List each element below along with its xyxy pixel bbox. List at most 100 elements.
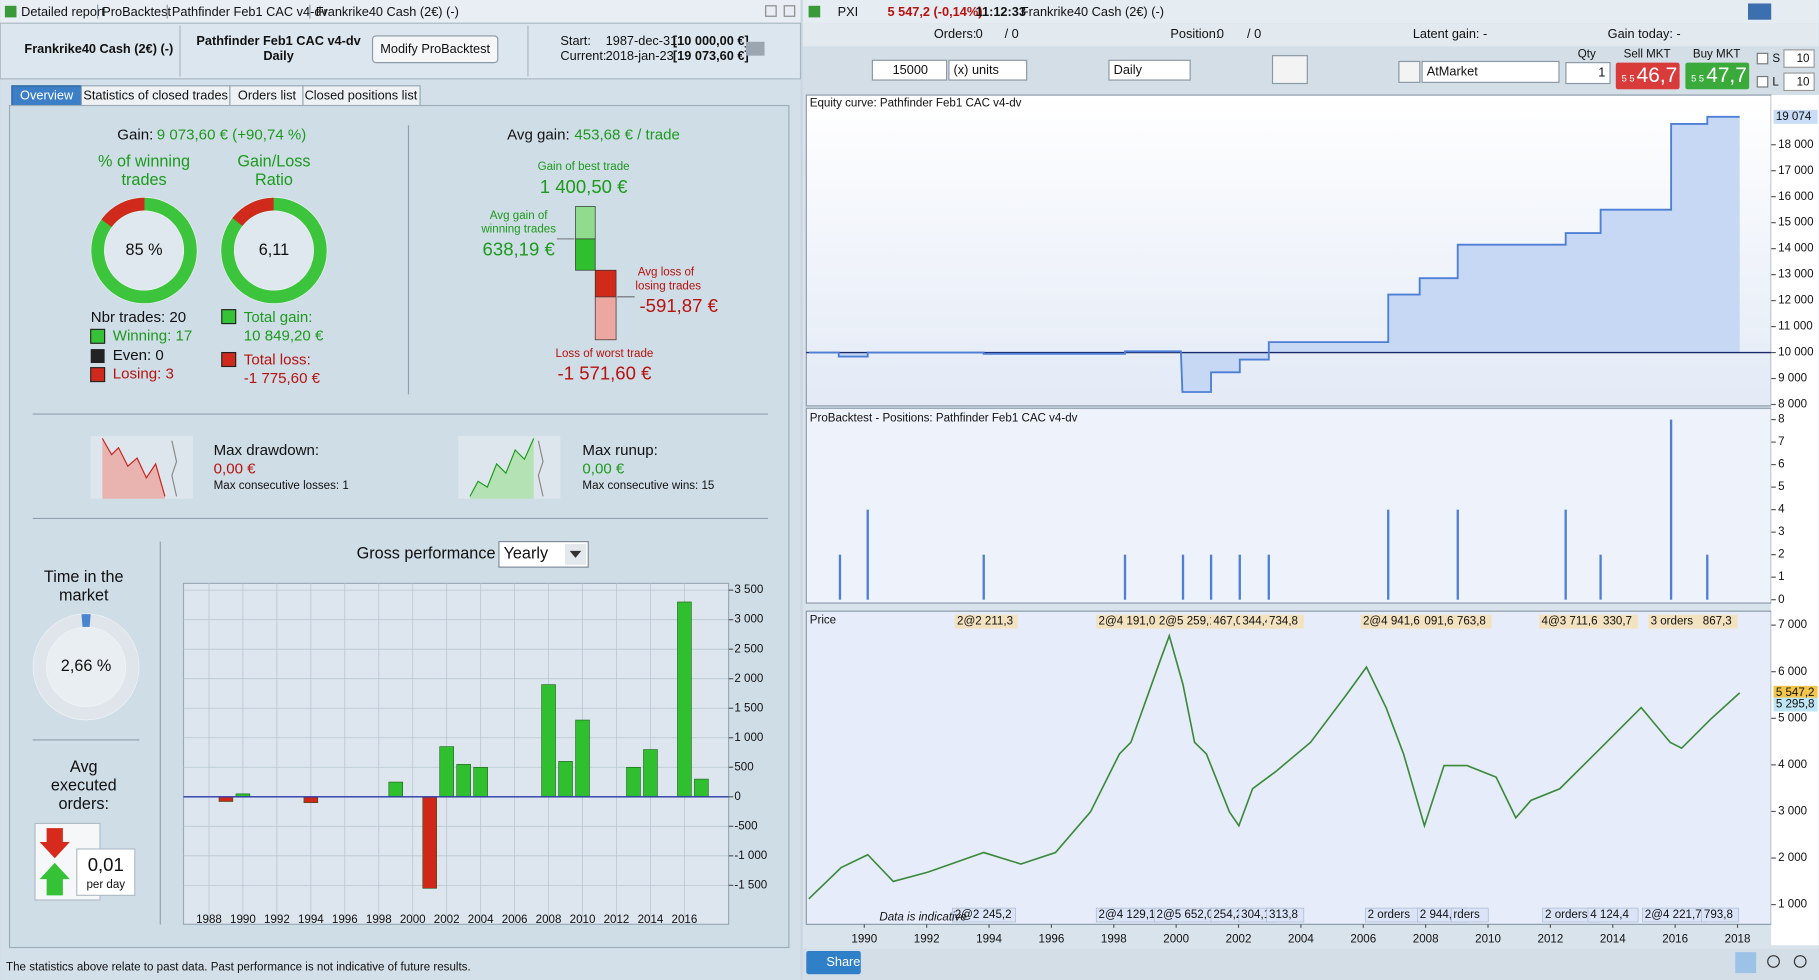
chart-icon <box>808 5 821 18</box>
annotation: 2@2 211,3 <box>957 616 1013 628</box>
bar <box>473 766 488 798</box>
zoom-in[interactable] <box>1793 955 1807 968</box>
title-item: ProBacktest <box>102 4 171 19</box>
checkbox[interactable] <box>1756 75 1769 88</box>
annotation-bg <box>1211 614 1249 629</box>
amount-input[interactable] <box>871 59 948 81</box>
units-dropdown[interactable] <box>948 59 1028 81</box>
y-tick-label: 3 <box>1778 526 1784 538</box>
y-tick-label: 13 000 <box>1778 269 1813 281</box>
qty-input[interactable] <box>1565 62 1611 85</box>
tab: Overview <box>20 88 74 103</box>
separators <box>97 4 311 19</box>
y-tick-label: 6 <box>1778 459 1784 471</box>
window-button[interactable] <box>765 5 777 17</box>
total-loss-label: Total loss: <box>244 352 311 369</box>
annotation-bg <box>1700 614 1738 629</box>
runup-icon <box>458 436 561 499</box>
dropdown-arrow-icon <box>569 550 582 558</box>
positions-panel <box>805 407 1772 604</box>
current-label: Current: <box>560 48 606 63</box>
bar <box>982 554 985 600</box>
bar <box>388 781 403 798</box>
annotation-bg <box>1701 907 1740 923</box>
y-tick-label: 6 000 <box>1778 666 1807 678</box>
annotation: 2@4 221,7 <box>1645 909 1702 921</box>
y-tick-label: 14 000 <box>1778 243 1813 255</box>
latent-gain: Latent gain: - <box>1413 26 1487 41</box>
annotation: 2@4 191,0 <box>1099 616 1156 628</box>
ratio-donut <box>220 197 328 304</box>
time-label: Time in the <box>44 568 124 586</box>
s-input[interactable] <box>1783 49 1815 68</box>
x-tick-label: 2004 <box>1288 933 1314 945</box>
even: Even: 0 <box>113 347 164 364</box>
print-icon[interactable] <box>745 41 765 56</box>
annotation: 2@4 941,6 <box>1363 616 1420 628</box>
zoom-button[interactable] <box>1735 952 1757 974</box>
avg-win: 638,19 € <box>483 238 556 259</box>
sell-button[interactable] <box>1615 62 1680 90</box>
annotation-bg <box>954 614 1018 629</box>
total-loss: -1 775,60 € <box>244 370 321 387</box>
tool-button[interactable] <box>1398 60 1421 83</box>
order-type-dropdown[interactable] <box>1421 60 1560 83</box>
y-tick-label: 2 000 <box>1778 852 1807 864</box>
chart-title: ProBacktest - Positions: Pathfinder Feb1… <box>810 413 1078 425</box>
worst-label: Loss of worst trade <box>556 348 654 360</box>
annotation: 467,0 <box>1213 616 1242 628</box>
avg-loss-label: losing trades <box>635 281 701 293</box>
zoom-out[interactable] <box>1767 955 1780 968</box>
chart: ProBacktest - Positions: Pathfinder Feb1… <box>810 413 1785 606</box>
chart: Gross performance -1 500 -1 000 -500 0 500 1 0… <box>183 545 767 926</box>
sell-price: 46,7 <box>1637 64 1678 87</box>
position: 0 <box>1217 26 1224 41</box>
legend-swatch <box>221 351 237 368</box>
bar <box>218 796 234 802</box>
orders-total: / 0 <box>1005 26 1019 41</box>
close-button[interactable] <box>783 5 796 17</box>
period-dropdown[interactable] <box>1108 59 1191 81</box>
legend-swatch <box>221 309 237 325</box>
keyboard-icon[interactable] <box>1748 3 1772 20</box>
y-tick-label: 5 000 <box>1778 712 1807 724</box>
annotation: 344,4 <box>1242 616 1272 628</box>
annotation: 2@5 652,0 <box>1157 909 1214 921</box>
bar <box>303 796 319 803</box>
units: (x) units <box>954 62 999 77</box>
current-value-box <box>1773 109 1818 124</box>
right-titlebar <box>802 0 1819 24</box>
annotation: 304,1 <box>1241 909 1270 921</box>
total-gain-label: Total gain: <box>244 309 313 326</box>
gain-today: Gain today: - <box>1608 26 1681 41</box>
y-tick-label: 18 000 <box>1778 139 1813 151</box>
bar <box>558 761 573 798</box>
modify-button-label: Modify ProBacktest <box>380 41 490 56</box>
max-runup-label: Max runup: <box>582 442 657 459</box>
buy-button[interactable] <box>1685 62 1750 90</box>
y-tick-label: 15 000 <box>1778 217 1813 229</box>
annotation-bg <box>1587 907 1639 923</box>
trade-bars <box>556 206 635 341</box>
y-tick-label: 9 000 <box>1778 373 1807 385</box>
bar <box>439 746 454 798</box>
time-donut <box>32 613 140 721</box>
bar <box>1238 554 1241 600</box>
system-name: Pathfinder Feb1 CAC v4-dv <box>196 33 361 48</box>
chart: Equity curve: Pathfinder Feb1 CAC v4-dv 8… <box>806 97 1818 411</box>
indicator-button[interactable] <box>1271 55 1308 85</box>
position-label: Position: <box>1170 26 1219 41</box>
price-axis <box>1771 95 1819 946</box>
ratio-title: Gain/Loss <box>237 153 310 171</box>
y-tick-label: 11 000 <box>1778 321 1813 333</box>
start-label: Start: <box>560 33 590 48</box>
l-input[interactable] <box>1783 72 1815 92</box>
annotation: 330,7 <box>1603 616 1632 628</box>
checkbox[interactable] <box>1756 52 1769 65</box>
modify-button[interactable] <box>371 35 499 64</box>
quote: 5 547,2 (-0,14%) <box>887 4 982 19</box>
annotation-bg <box>1266 614 1304 629</box>
time-value: 2,66 % <box>61 657 112 675</box>
share-button[interactable] <box>806 951 861 975</box>
y-tick-label: 3 500 <box>734 584 763 596</box>
